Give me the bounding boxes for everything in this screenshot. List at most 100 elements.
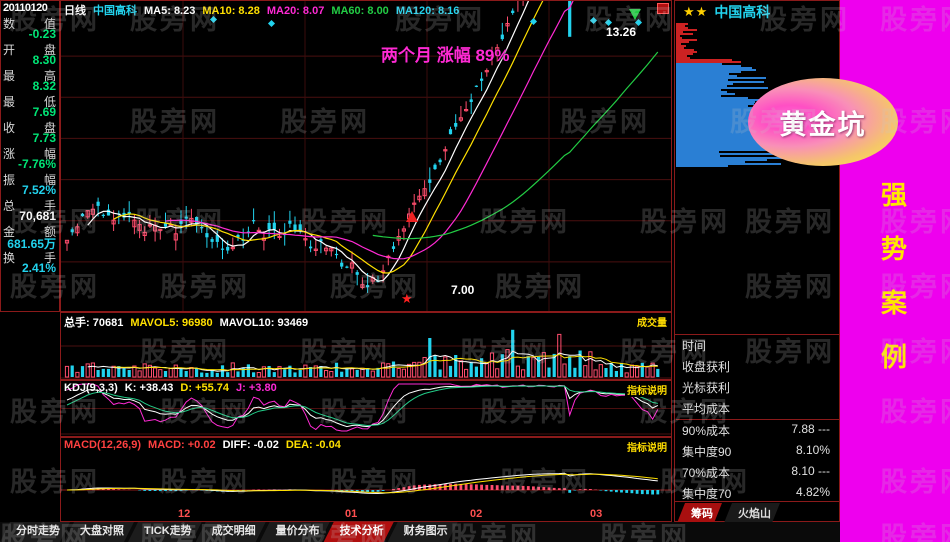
chip-bar — [676, 49, 694, 51]
chip-bar — [676, 73, 729, 75]
chip-bar — [676, 65, 741, 67]
quote-row: 总 手 70,681 — [1, 197, 59, 223]
chip-bar — [676, 103, 754, 105]
chip-panel-title: ★★ 中国高科 — [675, 1, 839, 23]
kdj-chart-pane[interactable]: KDJ(9,3,3) K: +38.43 D: +55.74 J: +3.80 指标说… — [60, 380, 672, 437]
quote-value: 70,681 — [19, 209, 56, 223]
vertical-banner-text: 强势案例 — [840, 168, 950, 384]
gold-pit-badge: 黄金坑 — [748, 78, 898, 166]
chip-stat-key: 光标获利 — [682, 381, 731, 395]
indicator-field: MA20: 8.07 — [266, 5, 325, 17]
quote-label: 手 — [43, 251, 56, 265]
bottom-tab-inactive[interactable]: 大盘对照 — [64, 522, 134, 542]
indicator-field: KDJ(9,3,3) — [64, 382, 118, 394]
chip-stat-row: 集中度70 4.82% — [676, 483, 840, 504]
maximize-icon[interactable] — [657, 3, 669, 14]
chip-stat-value: 8.10% — [795, 443, 830, 457]
low-marker-star-icon: ★ — [401, 291, 413, 306]
banner-char: 案 — [880, 288, 909, 318]
chip-stat-row: 收盘获利 — [676, 356, 840, 377]
chip-bar — [676, 81, 764, 83]
chip-stat-key: 70%成本 — [682, 466, 731, 480]
quote-row: 振 幅 7.52% — [1, 171, 59, 197]
kdj-help-tag[interactable]: 指标说明 — [625, 382, 669, 397]
chip-bar — [676, 57, 690, 59]
indicator-field: MA120: 8.16 — [395, 5, 460, 17]
chip-bar — [676, 111, 802, 113]
chip-bar — [676, 35, 680, 37]
bottom-tab-inactive[interactable]: 量价分布 — [260, 522, 330, 542]
chip-bar — [676, 163, 781, 165]
chip-stat-row: 时间 — [676, 335, 840, 356]
chip-bar — [676, 141, 811, 143]
bottom-tab-inactive[interactable]: 财务图示 — [388, 522, 458, 542]
high-marker-arrow-icon — [629, 9, 641, 20]
quote-sidebar: 20110120 数值 -0.23 开盘 8.30 最高 8.32 最低 7.69 收盘 7.73… — [0, 0, 60, 312]
chip-bar — [676, 51, 697, 53]
price-chart-pane[interactable]: 日线 中国高科 MA5: 8.23 MA10: 8.28 MA20: 8.07 MA60:… — [60, 0, 672, 312]
chip-bar — [676, 145, 829, 147]
chip-bar — [676, 55, 687, 57]
chip-bar — [676, 83, 733, 85]
chip-bar — [676, 119, 804, 121]
quote-row: 收 盘 7.73 — [1, 119, 59, 145]
volume-chart-pane[interactable]: 总手: 70681 MAVOL5: 96980 MAVOL10: 93469 成交量 — [60, 312, 672, 380]
stock-name-label: 中国高科 — [93, 5, 137, 17]
chip-panel-stock-name: 中国高科 — [714, 4, 771, 20]
chip-bar — [676, 121, 813, 123]
right-magenta-banner: 强势案例 — [840, 0, 950, 542]
indicator-field: MA10: 8.28 — [202, 5, 260, 17]
chip-bar — [676, 147, 807, 149]
chip-panel-tabs[interactable]: 筹码 火焰山 — [677, 503, 780, 523]
banner-char: 势 — [880, 234, 909, 264]
quote-label: 值 — [43, 17, 56, 31]
chip-bar — [676, 43, 681, 45]
macd-help-tag[interactable]: 指标说明 — [625, 439, 669, 454]
banner-char: 强 — [880, 180, 909, 210]
chip-stat-key: 时间 — [682, 339, 707, 353]
chip-bar — [676, 135, 774, 137]
kdj-header: KDJ(9,3,3) K: +38.43 D: +55.74 J: +3.80 — [64, 382, 284, 394]
chip-stat-value: 7.88 --- — [791, 422, 830, 436]
gain-annotation: 两个月 涨幅 89% — [381, 46, 510, 65]
indicator-field: MAVOL5: 96980 — [130, 317, 213, 329]
chip-stat-value: 4.82% — [795, 485, 830, 499]
indicator-field: J: +3.80 — [236, 382, 277, 394]
quote-label: 开 — [3, 43, 16, 57]
macd-chart-pane[interactable]: MACD(12,26,9) MACD: +0.02 DIFF: -0.02 DEA: … — [60, 437, 672, 522]
quote-row: 数 值 -0.23 — [1, 15, 59, 41]
chip-bar — [676, 137, 795, 139]
volume-bars-svg — [61, 329, 671, 379]
quote-label: 金 — [3, 225, 16, 239]
chip-stat-key: 集中度70 — [682, 487, 732, 501]
quote-date: 20110120 — [3, 2, 48, 14]
bottom-tab-active[interactable]: 技术分析 — [324, 522, 394, 542]
rating-stars-icon: ★★ — [683, 4, 709, 19]
macd-header: MACD(12,26,9) MACD: +0.02 DIFF: -0.02 DEA: … — [64, 439, 348, 451]
chip-bar — [676, 105, 748, 107]
chip-stat-row: 平均成本 — [676, 398, 840, 419]
chip-tab-inactive[interactable]: 火焰山 — [724, 503, 780, 523]
chip-bar — [676, 157, 794, 159]
chip-bar — [676, 47, 684, 49]
bottom-tab-inactive[interactable]: 成交明细 — [196, 522, 266, 542]
quote-label: 幅 — [43, 147, 56, 161]
bottom-tab-inactive[interactable]: TICK走势 — [128, 522, 202, 542]
chip-stat-key: 收盘获利 — [682, 360, 731, 374]
volume-right-tag[interactable]: 成交量 — [635, 314, 669, 329]
chip-bar — [676, 85, 727, 87]
banner-char: 例 — [880, 342, 909, 372]
quote-value: 8.32 — [32, 79, 56, 93]
chip-bar — [676, 71, 741, 73]
x-axis-tick: 02 — [470, 508, 483, 520]
chip-bar — [676, 77, 766, 79]
bottom-tab-inactive[interactable]: 分时走势 — [0, 522, 70, 542]
indicator-field: MACD(12,26,9) — [64, 439, 142, 451]
chip-tab-active[interactable]: 筹码 — [677, 503, 722, 523]
bottom-tab-bar[interactable]: 分时走势 大盘对照 TICK走势 成交明细 量价分布 技术分析 财务图示 — [0, 522, 840, 542]
quote-label: 最 — [3, 95, 16, 109]
volume-header: 总手: 70681 MAVOL5: 96980 MAVOL10: 93469 — [64, 314, 315, 330]
quote-row: 最 低 7.69 — [1, 93, 59, 119]
quote-value: 2.41% — [21, 261, 56, 275]
indicator-field: MACD: +0.02 — [148, 439, 216, 451]
